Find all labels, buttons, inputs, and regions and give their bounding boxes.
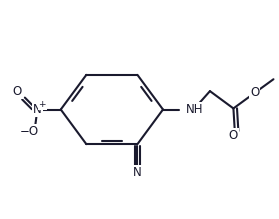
Text: NH: NH	[186, 103, 203, 116]
Text: +: +	[39, 100, 46, 109]
Text: O: O	[13, 85, 22, 98]
Text: O: O	[229, 129, 238, 142]
Text: O: O	[250, 86, 259, 99]
Text: N: N	[133, 166, 142, 179]
Text: N: N	[33, 103, 42, 116]
Text: −O: −O	[20, 125, 39, 138]
